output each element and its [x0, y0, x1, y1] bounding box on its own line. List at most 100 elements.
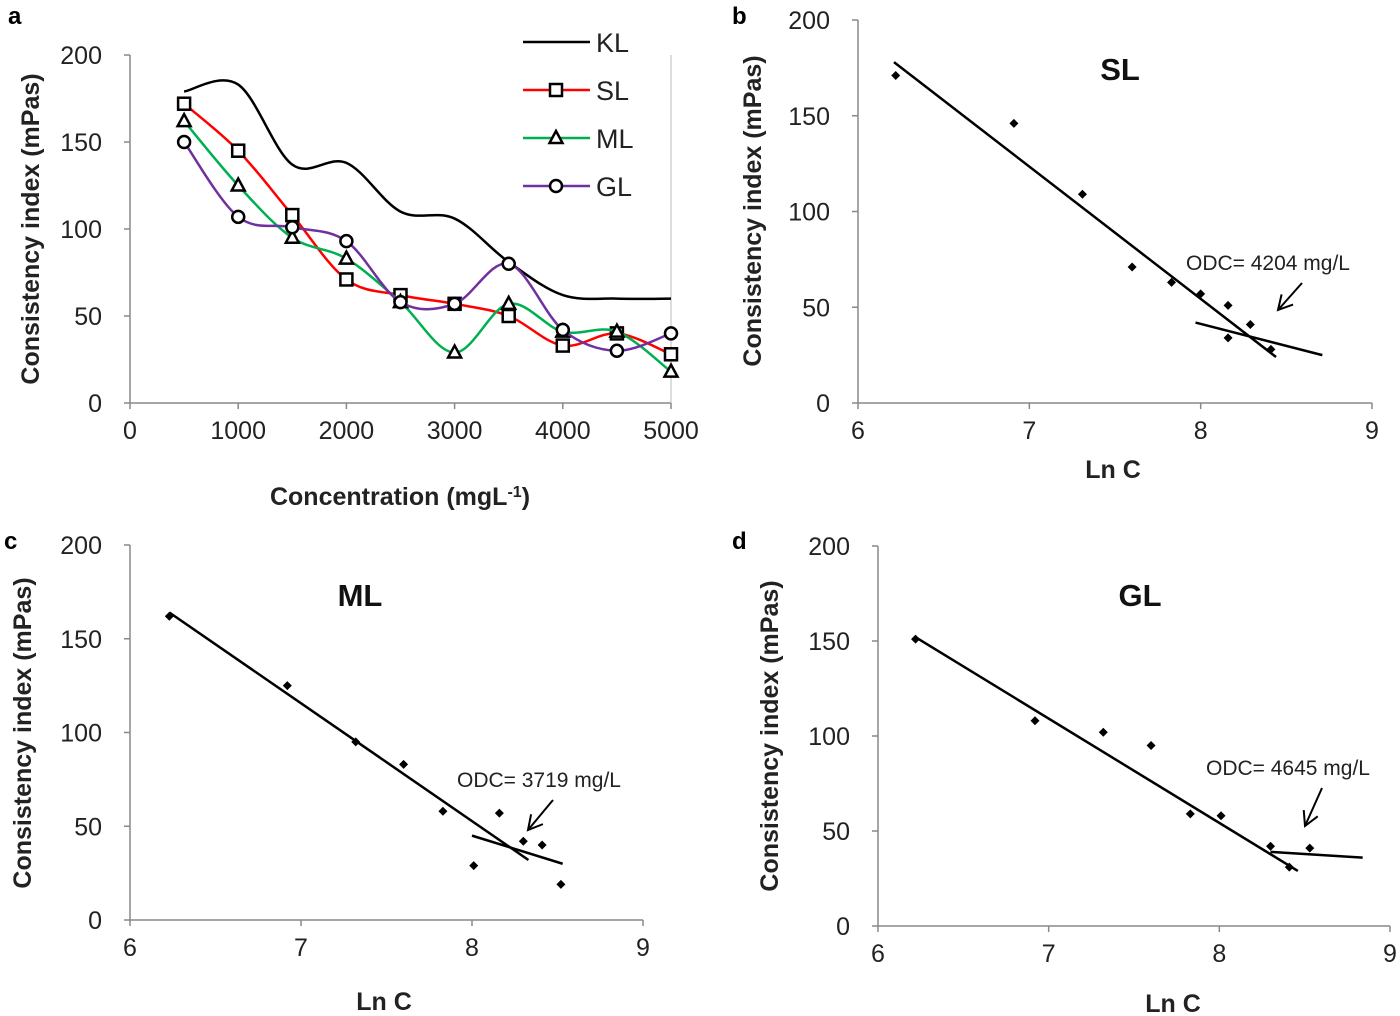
series-line-KL [183, 79, 672, 301]
data-point [1266, 841, 1276, 851]
legend-marker-GL [548, 178, 564, 194]
legend-label-GL: GL [596, 172, 632, 202]
x-tick-label: 8 [1212, 940, 1226, 968]
arrowhead-icon [1302, 809, 1319, 828]
arrow-icon [527, 799, 554, 831]
data-point [1030, 716, 1040, 726]
panel-letter: d [732, 528, 747, 555]
odc-annotation: ODC= 3719 mg/L [457, 769, 621, 792]
y-axis-title: Consistency index (mPas) [739, 55, 767, 366]
y-tick-label: 50 [822, 818, 850, 846]
x-tick-label: 8 [465, 934, 479, 962]
data-point [1216, 811, 1226, 821]
panel-letter: b [732, 3, 747, 30]
y-tick-label: 100 [60, 720, 102, 748]
data-point-SL [176, 96, 192, 111]
x-tick-label: 0 [123, 417, 137, 445]
data-point [282, 681, 292, 691]
fit-line [914, 636, 1299, 872]
legend-marker-SL [548, 82, 564, 98]
data-point-GL [230, 209, 246, 225]
data-point-ML [446, 342, 464, 359]
x-tick-label: 4000 [535, 417, 591, 445]
data-point-ML [175, 111, 193, 128]
data-point [518, 836, 528, 846]
y-tick-label: 0 [88, 390, 102, 418]
data-point-GL [501, 256, 516, 272]
data-point [1223, 300, 1233, 310]
panel-title: SL [1100, 52, 1140, 87]
x-tick-label: 3000 [427, 417, 483, 445]
x-axis-title: Ln C [1085, 456, 1141, 484]
x-tick-label: 9 [1383, 940, 1397, 968]
x-axis-title-exponent: -1 [507, 484, 521, 501]
x-axis-title: Ln C [1145, 990, 1201, 1016]
data-point-ML [500, 294, 518, 311]
legend-label-SL: SL [596, 76, 629, 106]
arrowhead-icon [526, 814, 544, 832]
data-point [164, 611, 174, 621]
fit-line [1270, 850, 1363, 859]
data-point-GL [285, 220, 300, 235]
fit-line [1195, 321, 1323, 357]
legend-marker-ML [547, 128, 565, 145]
panel-title: ML [338, 578, 383, 613]
x-tick-label: 2000 [319, 417, 375, 445]
fit-line [471, 834, 564, 865]
arrow-icon [1304, 787, 1323, 827]
data-point [1284, 862, 1294, 872]
x-tick-label: 9 [636, 934, 650, 962]
data-point-GL [609, 343, 625, 359]
chart-panel-b: b 6 7 8 9 0 50 100 150 200 Consistency index (mPas… [732, 3, 1379, 484]
data-point-ML [662, 362, 680, 378]
y-tick-label: 0 [816, 390, 830, 418]
odc-annotation: ODC= 4645 mg/L [1206, 757, 1370, 780]
data-point [399, 759, 409, 769]
y-axis-title: Consistency index (mPas) [9, 577, 37, 888]
x-tick-label: 8 [1194, 417, 1208, 445]
odc-annotation: ODC= 4204 mg/L [1186, 252, 1350, 275]
x-tick-label: 6 [851, 417, 865, 445]
y-tick-label: 150 [788, 103, 830, 131]
x-axis-title: Concentration (mgL-1) [270, 483, 530, 511]
y-tick-label: 0 [836, 913, 850, 941]
chart-panel-c: c 6 7 8 9 0 50 100 150 200 Consistency index (mPas… [4, 528, 650, 1016]
data-point-ML [283, 228, 301, 244]
x-tick-label: 5000 [643, 417, 699, 445]
panel-title: GL [1118, 578, 1161, 613]
y-tick-label: 150 [60, 626, 102, 654]
data-point [438, 806, 448, 816]
data-point-GL [447, 296, 462, 312]
y-tick-label: 50 [74, 303, 102, 331]
data-point [469, 861, 479, 871]
data-point [891, 71, 901, 81]
data-point [1009, 118, 1019, 128]
data-point [494, 808, 504, 818]
panel-letter: c [4, 528, 17, 555]
chart-panel-d: d 6 7 8 9 0 50 100 150 200 Consistency index (mPas… [732, 528, 1397, 1016]
y-tick-label: 200 [60, 42, 102, 70]
legend-label-KL: KL [596, 28, 629, 58]
data-point [351, 737, 361, 747]
data-point [556, 879, 566, 889]
data-point [1245, 319, 1255, 329]
data-point [1146, 741, 1156, 750]
x-tick-label: 7 [1022, 417, 1036, 445]
data-point-SL [339, 272, 354, 287]
y-tick-label: 0 [88, 907, 102, 935]
data-point [911, 634, 921, 644]
x-tick-label: 9 [1365, 417, 1379, 445]
x-tick-label: 7 [294, 934, 308, 962]
fit-line [168, 611, 530, 862]
data-point-GL [393, 294, 408, 310]
data-point [1167, 277, 1177, 287]
data-point-ML [229, 175, 247, 192]
data-point-GL [176, 134, 192, 150]
y-tick-label: 50 [802, 294, 830, 322]
series-line-ML [183, 120, 672, 373]
data-point-SL [501, 308, 516, 324]
series-line-GL [183, 141, 672, 353]
fit-line [893, 61, 1277, 359]
data-point-SL [230, 143, 246, 158]
data-point [1305, 843, 1315, 853]
